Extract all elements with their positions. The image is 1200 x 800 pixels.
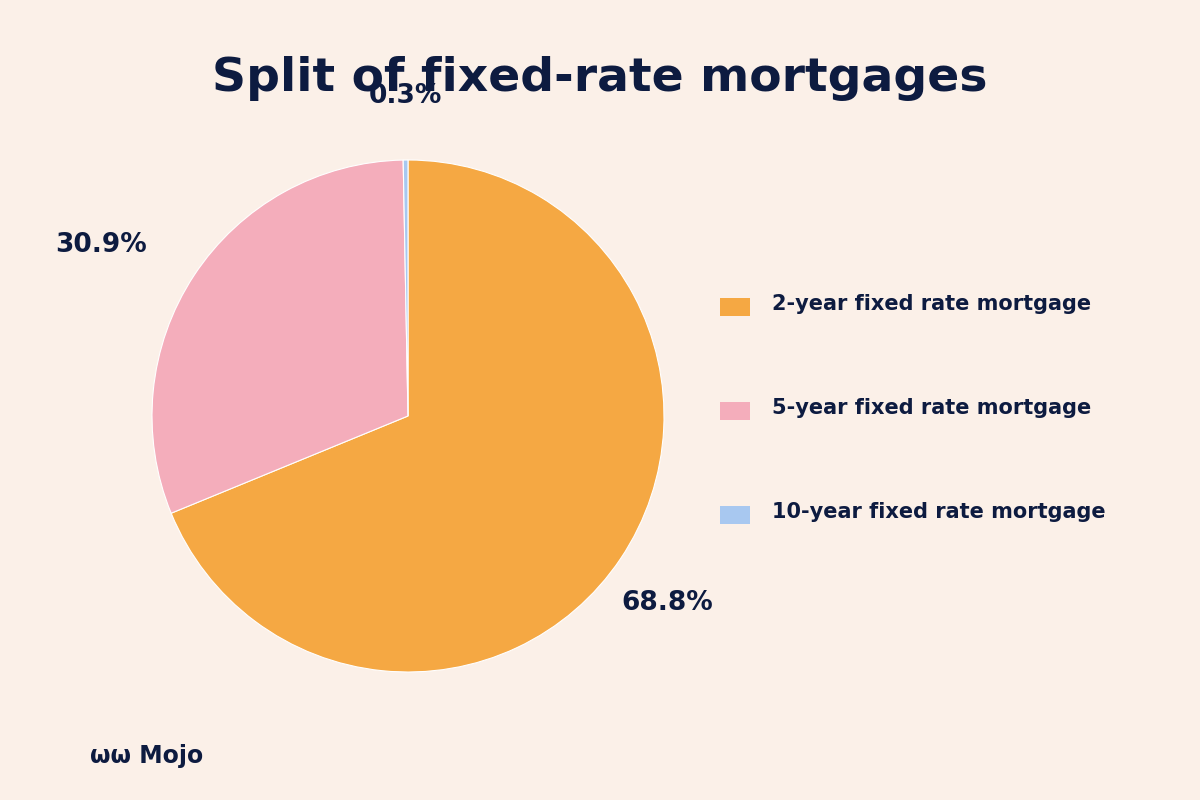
Text: ωω Mojo: ωω Mojo bbox=[90, 744, 203, 768]
Text: Split of fixed-rate mortgages: Split of fixed-rate mortgages bbox=[212, 56, 988, 101]
Text: 0.3%: 0.3% bbox=[368, 83, 442, 109]
Text: 5-year fixed rate mortgage: 5-year fixed rate mortgage bbox=[772, 398, 1091, 418]
Text: 2-year fixed rate mortgage: 2-year fixed rate mortgage bbox=[772, 294, 1091, 314]
Wedge shape bbox=[172, 160, 664, 672]
Text: 10-year fixed rate mortgage: 10-year fixed rate mortgage bbox=[772, 502, 1105, 522]
Wedge shape bbox=[152, 160, 408, 514]
Wedge shape bbox=[403, 160, 408, 416]
Text: 68.8%: 68.8% bbox=[622, 590, 713, 616]
Text: 30.9%: 30.9% bbox=[55, 231, 146, 258]
